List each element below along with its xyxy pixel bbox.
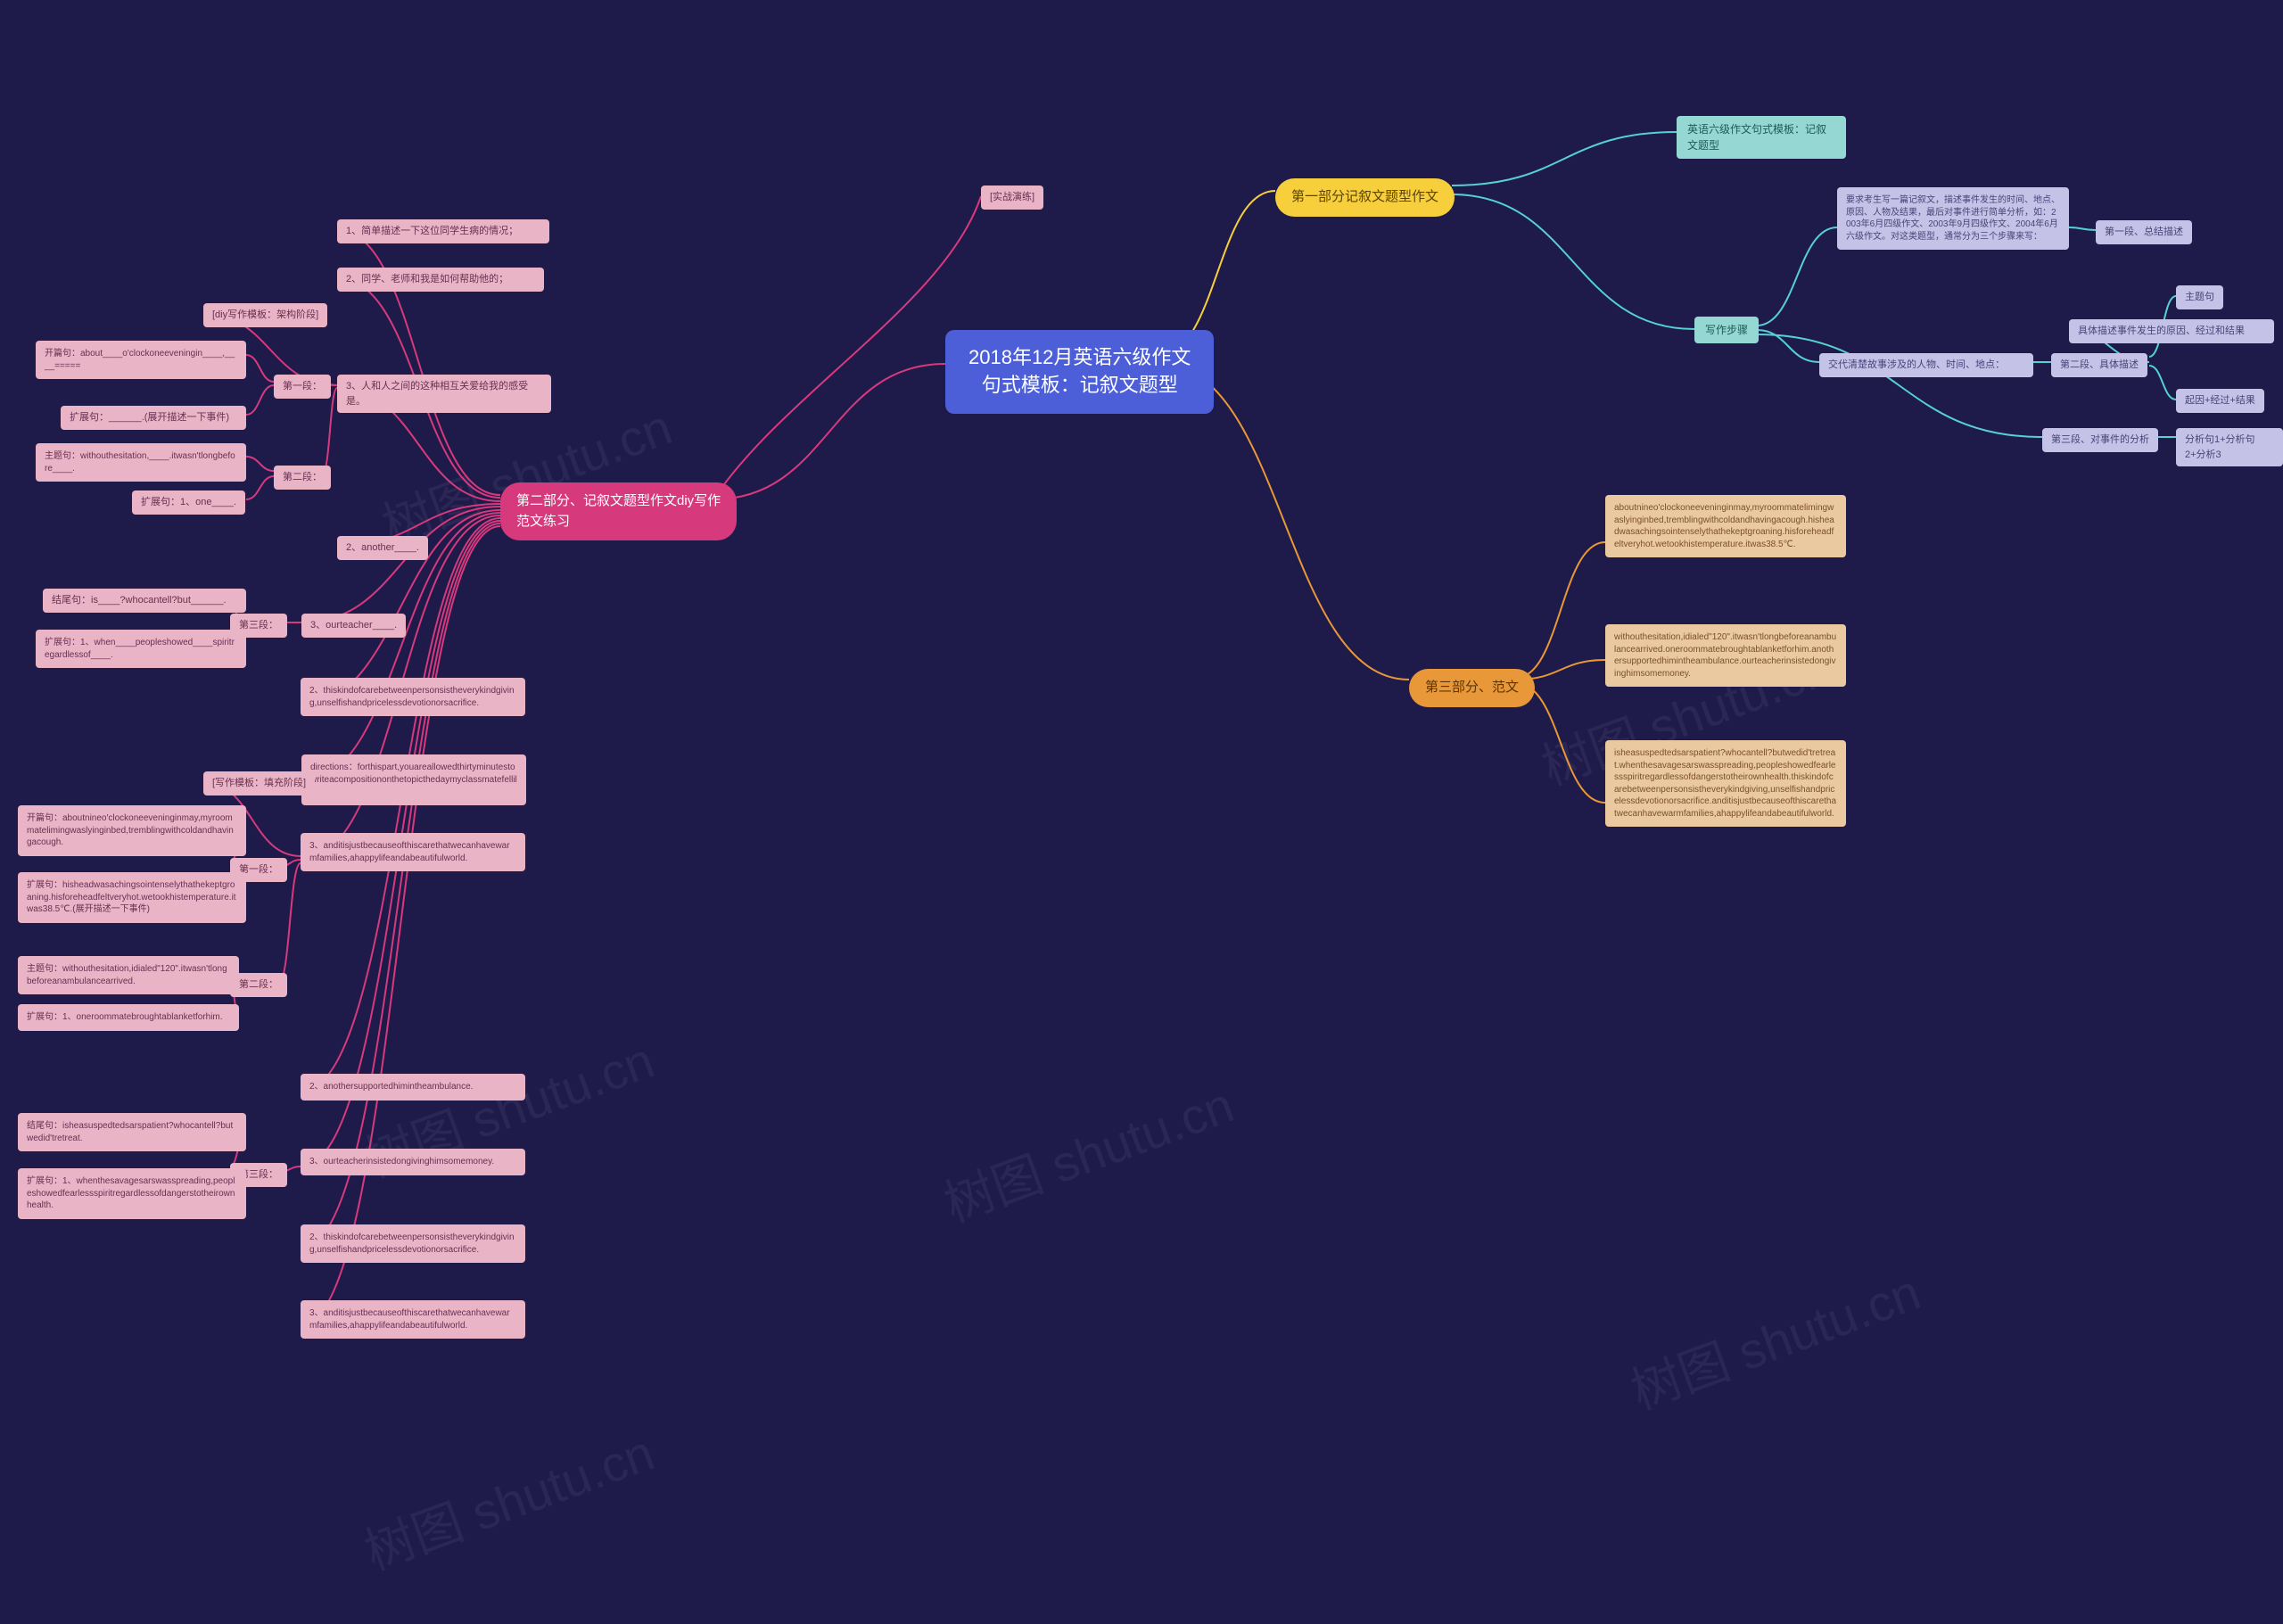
node-a2-2[interactable]: 2、another____. (337, 536, 428, 560)
node-q3[interactable]: 3、人和人之间的这种相互关爱给我的感受是。 (337, 375, 551, 413)
branch-part3[interactable]: 第三部分、范文 (1409, 669, 1535, 707)
node-b3-2[interactable]: 2、thiskindofcarebetweenpersonsistheveryk… (301, 1224, 525, 1263)
node-a3-3b[interactable]: 3、anditisjustbecauseofthiscarethatwecanh… (301, 833, 525, 871)
node-detail[interactable]: 具体描述事件发生的原因、经过和结果 (2069, 319, 2274, 343)
node-seg2[interactable]: 第二段、具体描述 (2051, 353, 2147, 377)
center-line2: 句式模板：记叙文题型 (968, 372, 1191, 400)
watermark: 树图 shutu.cn (1620, 1252, 1929, 1423)
branch-part2[interactable]: 第二部分、记叙文题型作文diy写作 范文练习 (500, 482, 737, 540)
node-a3-3[interactable]: 3、ourteacher____. (301, 614, 406, 638)
node-para2[interactable]: withouthesitation,idialed"120".itwasn'tl… (1605, 624, 1846, 687)
node-b2-topic[interactable]: 主题句：withouthesitation,idialed"120".itwas… (18, 956, 239, 994)
node-para1[interactable]: aboutnineo'clockoneeveninginmay,myroomma… (1605, 495, 1846, 557)
node-cause[interactable]: 起因+经过+结果 (2176, 389, 2264, 413)
node-b1-ext[interactable]: 扩展句：hisheadwasachingsointenselythathekep… (18, 872, 246, 923)
node-diy-template[interactable]: [diy写作模板：架构阶段] (203, 303, 327, 327)
node-q2[interactable]: 2、同学、老师和我是如何帮助他的； (337, 268, 544, 292)
node-a3-ext[interactable]: 扩展句：1、when____peopleshowed____spiritrega… (36, 630, 246, 668)
node-q1[interactable]: 1、简单描述一下这位同学生病的情况； (337, 219, 549, 243)
node-a3-end[interactable]: 结尾句：is____?whocantell?but______. (43, 589, 246, 613)
node-b1-open[interactable]: 开篇句：aboutnineo'clockoneeveninginmay,myro… (18, 805, 246, 856)
node-seg3[interactable]: 第三段、对事件的分析 (2042, 428, 2158, 452)
node-topic[interactable]: 主题句 (2176, 285, 2223, 309)
node-a1-open[interactable]: 开篇句：about____o'clockoneeveningin____,___… (36, 341, 246, 379)
node-steps[interactable]: 写作步骤 (1694, 317, 1759, 343)
node-a3-2[interactable]: 2、thiskindofcarebetweenpersonsistheveryk… (301, 678, 525, 716)
node-seg-a1[interactable]: 第一段： (274, 375, 331, 399)
node-para3[interactable]: isheasuspedtedsarspatient?whocantell?but… (1605, 740, 1846, 827)
node-b2-2[interactable]: 2、anothersupportedhimintheambulance. (301, 1074, 525, 1101)
node-b3-3[interactable]: 3、ourteacherinsistedongivinghimsomemoney… (301, 1149, 525, 1175)
center-line1: 2018年12月英语六级作文 (968, 344, 1191, 372)
node-intro[interactable]: 要求考生写一篇记叙文，描述事件发生的时间、地点、原因、人物及结果，最后对事件进行… (1837, 187, 2069, 250)
node-seg-a2[interactable]: 第二段： (274, 466, 331, 490)
node-practice[interactable]: [实战演练] (981, 185, 1043, 210)
node-seg1[interactable]: 第一段、总结描述 (2096, 220, 2192, 244)
center-node[interactable]: 2018年12月英语六级作文 句式模板：记叙文题型 (945, 330, 1214, 414)
node-fill-template[interactable]: [写作模板：填充阶段] (203, 771, 315, 796)
node-b3-ext[interactable]: 扩展句：1、whenthesavagesarswasspreading,peop… (18, 1168, 246, 1219)
node-b2-ext[interactable]: 扩展句：1、oneroommatebroughtablanketforhim. (18, 1004, 239, 1031)
node-a2-topic[interactable]: 主题句：withouthesitation,____.itwasn'tlongb… (36, 443, 246, 482)
node-analysis[interactable]: 分析句1+分析句2+分析3 (2176, 428, 2283, 466)
node-a1-ext[interactable]: 扩展句：______.(展开描述一下事件) (61, 406, 246, 430)
node-context[interactable]: 交代清楚故事涉及的人物、时间、地点： (1819, 353, 2033, 377)
node-template[interactable]: 英语六级作文句式模板：记叙文题型 (1677, 116, 1846, 159)
branch-part1[interactable]: 第一部分记叙文题型作文 (1275, 178, 1455, 217)
watermark: 树图 shutu.cn (353, 1413, 663, 1584)
node-a2-ext[interactable]: 扩展句：1、one____. (132, 490, 245, 515)
node-b3-3b[interactable]: 3、anditisjustbecauseofthiscarethatwecanh… (301, 1300, 525, 1339)
node-b3-end[interactable]: 结尾句：isheasuspedtedsarspatient?whocantell… (18, 1113, 246, 1151)
watermark: 树图 shutu.cn (933, 1065, 1242, 1236)
node-directions[interactable]: directions：forthispart,youareallowedthir… (301, 754, 526, 805)
